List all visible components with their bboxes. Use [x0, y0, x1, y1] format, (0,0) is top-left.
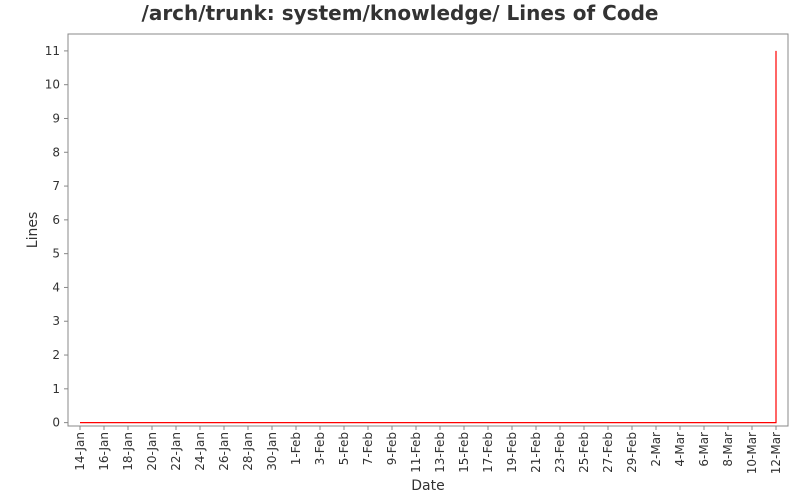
x-tick-label: 11-Feb [409, 432, 423, 473]
y-tick-label: 2 [52, 348, 60, 362]
y-tick-label: 6 [52, 213, 60, 227]
x-tick-label: 20-Jan [145, 432, 159, 471]
x-tick-label: 15-Feb [457, 432, 471, 473]
y-tick-label: 7 [52, 179, 60, 193]
x-tick-label: 21-Feb [529, 432, 543, 473]
x-tick-label: 5-Feb [337, 432, 351, 465]
x-tick-label: 6-Mar [697, 432, 711, 467]
x-tick-label: 16-Jan [97, 432, 111, 471]
x-tick-label: 13-Feb [433, 432, 447, 473]
y-tick-label: 9 [52, 111, 60, 125]
x-tick-label: 24-Jan [193, 432, 207, 471]
x-tick-label: 29-Feb [625, 432, 639, 473]
x-axis-label: Date [411, 478, 444, 494]
x-tick-label: 4-Mar [673, 432, 687, 467]
y-axis-label: Lines [25, 212, 41, 248]
y-tick-label: 3 [52, 314, 60, 328]
y-tick-label: 10 [45, 78, 60, 92]
data-line [80, 50, 777, 424]
x-tick-label: 23-Feb [553, 432, 567, 473]
x-tick-label: 1-Feb [289, 432, 303, 465]
y-tick-label: 11 [45, 44, 60, 58]
x-tick-label: 19-Feb [505, 432, 519, 473]
x-tick-label: 17-Feb [481, 432, 495, 473]
x-tick-label: 28-Jan [241, 432, 255, 471]
x-tick-label: 26-Jan [217, 432, 231, 471]
y-tick-label: 5 [52, 247, 60, 261]
x-tick-label: 3-Feb [313, 432, 327, 465]
y-tick-label: 4 [52, 280, 60, 294]
x-tick-label: 27-Feb [601, 432, 615, 473]
x-tick-label: 7-Feb [361, 432, 375, 465]
x-tick-label: 8-Mar [721, 432, 735, 467]
x-tick-label: 22-Jan [169, 432, 183, 471]
y-tick-label: 1 [52, 382, 60, 396]
x-tick-label: 25-Feb [577, 432, 591, 473]
x-tick-label: 2-Mar [649, 432, 663, 467]
x-tick-label: 9-Feb [385, 432, 399, 465]
x-tick-label: 14-Jan [73, 432, 87, 471]
y-tick-label: 8 [52, 145, 60, 159]
x-tick-label: 10-Mar [745, 432, 759, 474]
y-tick-label: 0 [52, 416, 60, 430]
plot-area [67, 33, 789, 427]
x-tick-label: 30-Jan [265, 432, 279, 471]
chart-title: /arch/trunk: system/knowledge/ Lines of … [142, 1, 659, 25]
x-tick-label: 18-Jan [121, 432, 135, 471]
x-tick-label: 12-Mar [769, 432, 783, 474]
